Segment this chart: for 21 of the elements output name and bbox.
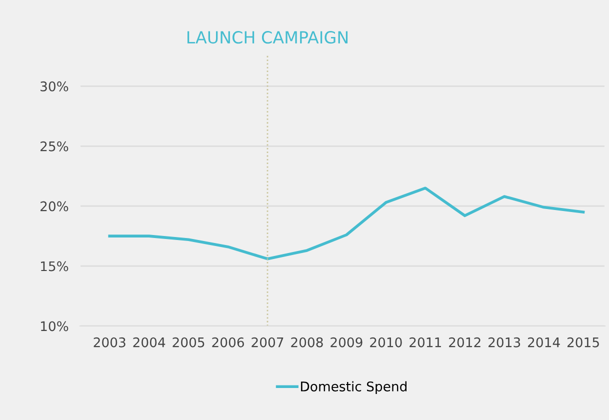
y-tick-label: 25% bbox=[40, 141, 68, 152]
y-tick-label: 20% bbox=[40, 201, 68, 212]
x-tick-label: 2008 bbox=[291, 337, 323, 348]
y-tick-label: 15% bbox=[41, 261, 68, 272]
legend-label: Domestic Spend bbox=[301, 381, 406, 394]
line-series bbox=[108, 186, 585, 260]
x-tick-label: 2009 bbox=[330, 337, 362, 348]
x-tick-label: 2015 bbox=[567, 337, 599, 348]
x-tick-label: 2004 bbox=[133, 337, 166, 348]
y-tick-label: 10% bbox=[41, 321, 68, 332]
y-tick-label: 30% bbox=[40, 81, 68, 92]
x-tick-label: 2003 bbox=[94, 337, 126, 348]
x-tick-label: 2007 bbox=[252, 337, 284, 348]
x-tick-label: 2006 bbox=[212, 337, 244, 348]
x-tick-label: 2013 bbox=[488, 337, 520, 348]
ref-line-label: LAUNCH CAMPAIGN bbox=[187, 31, 348, 44]
x-tick-label: 2011 bbox=[410, 337, 441, 348]
x-tick-label: 2010 bbox=[370, 337, 402, 348]
x-tick-label: 2012 bbox=[449, 337, 480, 348]
x-tick-label: 2014 bbox=[528, 337, 560, 348]
x-tick-label: 2005 bbox=[172, 337, 204, 348]
